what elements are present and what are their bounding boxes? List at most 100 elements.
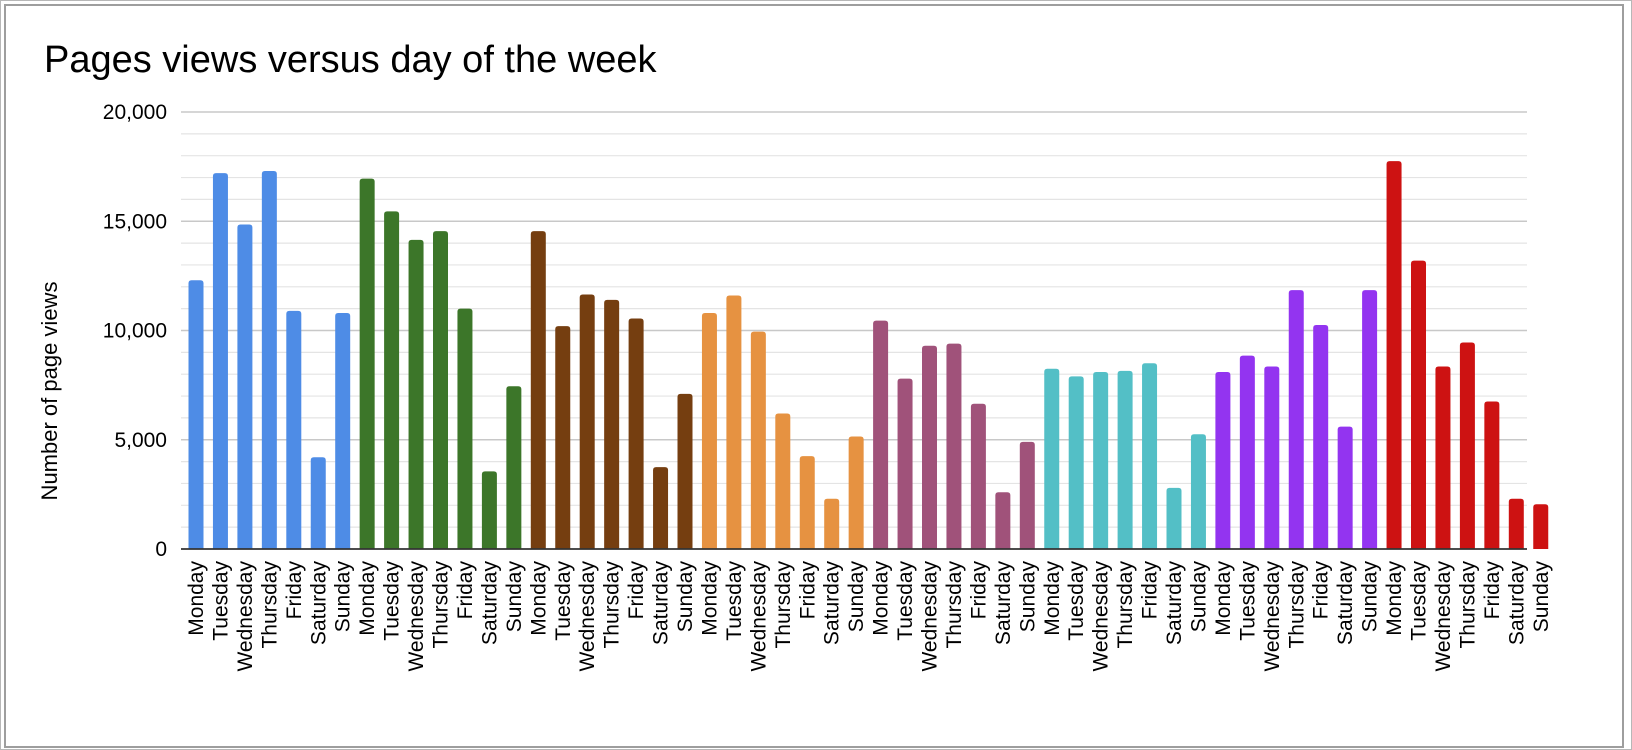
bar-saturday-group-7[interactable] (1337, 426, 1353, 549)
y-tick-label: 20,000 (103, 101, 167, 124)
bar-sunday-group-3[interactable] (677, 393, 693, 549)
y-tick-label: 15,000 (103, 210, 167, 233)
bar-monday-group-8[interactable] (1386, 161, 1402, 549)
x-tick-label: Tuesday (723, 561, 746, 641)
bar-thursday-group-7[interactable] (1288, 290, 1304, 549)
bar-tuesday-group-8[interactable] (1411, 260, 1426, 549)
bar-thursday-group-1[interactable] (261, 170, 277, 549)
bar-sunday-group-1[interactable] (335, 313, 351, 549)
x-tick-label: Sunday (332, 561, 355, 633)
bar-sunday-group-2[interactable] (506, 386, 522, 549)
x-tick-label: Sunday (845, 561, 868, 633)
bar-friday-group-5[interactable] (970, 403, 986, 549)
bar-monday-group-6[interactable] (1044, 368, 1060, 549)
bar-wednesday-group-4[interactable] (750, 331, 766, 549)
bar-tuesday-group-3[interactable] (555, 326, 571, 549)
bar-sunday-group-7[interactable] (1362, 290, 1378, 549)
bar-friday-group-3[interactable] (628, 318, 644, 549)
bar-sunday-group-8[interactable] (1533, 504, 1549, 549)
x-tick-label: Tuesday (1065, 561, 1088, 641)
bar-friday-group-1[interactable] (286, 310, 302, 549)
bar-monday-group-4[interactable] (701, 313, 717, 549)
x-tick-label: Monday (527, 561, 550, 636)
bar-thursday-group-6[interactable] (1117, 370, 1133, 549)
bar-tuesday-group-2[interactable] (384, 211, 400, 550)
bar-friday-group-4[interactable] (799, 456, 815, 549)
bar-monday-group-7[interactable] (1215, 372, 1231, 549)
bar-saturday-group-8[interactable] (1508, 498, 1524, 549)
bar-wednesday-group-7[interactable] (1264, 366, 1280, 549)
bar-friday-group-2[interactable] (457, 308, 473, 549)
bar-wednesday-group-5[interactable] (922, 345, 937, 549)
bar-wednesday-group-3[interactable] (579, 294, 595, 549)
bar-friday-group-8[interactable] (1484, 401, 1500, 549)
x-tick-label: Sunday (1530, 561, 1553, 633)
bar-thursday-group-5[interactable] (946, 343, 962, 549)
bar-monday-group-2[interactable] (359, 178, 375, 549)
x-tick-label: Monday (1212, 561, 1235, 636)
x-tick-label: Thursday (772, 561, 795, 649)
x-tick-label: Saturday (1505, 561, 1528, 646)
bar-wednesday-group-8[interactable] (1435, 366, 1451, 549)
x-tick-label: Monday (185, 561, 208, 636)
x-tick-label: Sunday (1359, 561, 1382, 633)
x-tick-label: Saturday (992, 561, 1015, 646)
x-tick-label: Tuesday (552, 561, 575, 641)
bar-thursday-group-3[interactable] (604, 299, 620, 549)
x-tick-label: Saturday (307, 561, 330, 646)
x-tick-label: Thursday (1456, 561, 1479, 649)
y-tick-label: 0 (155, 538, 167, 561)
bar-thursday-group-4[interactable] (775, 413, 791, 549)
x-tick-label: Friday (1139, 561, 1162, 620)
bar-thursday-group-8[interactable] (1459, 342, 1475, 549)
y-tick-labels: 0 5,000 10,000 15,000 20,000 (103, 101, 167, 561)
bar-sunday-group-6[interactable] (1190, 434, 1206, 549)
bar-sunday-group-5[interactable] (1019, 441, 1035, 549)
bar-friday-group-7[interactable] (1313, 325, 1329, 549)
bar-saturday-group-3[interactable] (653, 467, 669, 549)
bar-saturday-group-5[interactable] (995, 492, 1011, 549)
bar-tuesday-group-5[interactable] (897, 378, 913, 549)
bar-monday-group-3[interactable] (530, 231, 546, 549)
bar-saturday-group-4[interactable] (824, 498, 840, 549)
x-tick-label: Wednesday (1261, 561, 1284, 672)
x-tick-label: Wednesday (1432, 561, 1455, 672)
x-tick-label: Wednesday (747, 561, 770, 672)
bar-wednesday-group-2[interactable] (408, 239, 424, 549)
x-tick-label: Monday (356, 561, 379, 636)
bar-tuesday-group-7[interactable] (1239, 355, 1255, 549)
bar-friday-group-6[interactable] (1142, 363, 1158, 549)
bar-tuesday-group-4[interactable] (726, 295, 742, 549)
bars (188, 161, 1549, 550)
bar-wednesday-group-6[interactable] (1093, 372, 1109, 549)
bar-thursday-group-2[interactable] (433, 231, 448, 549)
x-tick-label: Friday (1310, 561, 1333, 620)
x-tick-label: Tuesday (1236, 561, 1259, 641)
bar-saturday-group-2[interactable] (481, 471, 497, 549)
bar-sunday-group-4[interactable] (848, 436, 864, 549)
x-tick-label: Thursday (1114, 561, 1137, 649)
bar-monday-group-1[interactable] (188, 280, 204, 549)
bar-saturday-group-1[interactable] (310, 457, 326, 549)
x-tick-label: Tuesday (1408, 561, 1431, 641)
x-tick-label: Wednesday (919, 561, 942, 672)
x-tick-label: Monday (870, 561, 893, 636)
x-tick-label: Friday (796, 561, 819, 620)
x-tick-label: Friday (1481, 561, 1504, 620)
bar-tuesday-group-6[interactable] (1068, 376, 1084, 549)
x-tick-label: Thursday (601, 561, 624, 649)
x-tick-labels: Monday Tuesday Wednesday Thursday Friday Satu… (185, 561, 1553, 672)
x-tick-label: Sunday (674, 561, 697, 633)
x-tick-label: Saturday (1334, 561, 1357, 646)
bar-tuesday-group-1[interactable] (212, 173, 228, 549)
bar-wednesday-group-1[interactable] (237, 224, 253, 549)
x-tick-label: Thursday (1285, 561, 1308, 649)
bar-monday-group-5[interactable] (873, 320, 889, 549)
bar-saturday-group-6[interactable] (1166, 487, 1182, 549)
y-tick-label: 10,000 (103, 320, 167, 343)
x-tick-label: Thursday (430, 561, 453, 649)
x-tick-label: Monday (1383, 561, 1406, 636)
x-tick-label: Friday (625, 561, 648, 620)
x-tick-label: Wednesday (576, 561, 599, 672)
